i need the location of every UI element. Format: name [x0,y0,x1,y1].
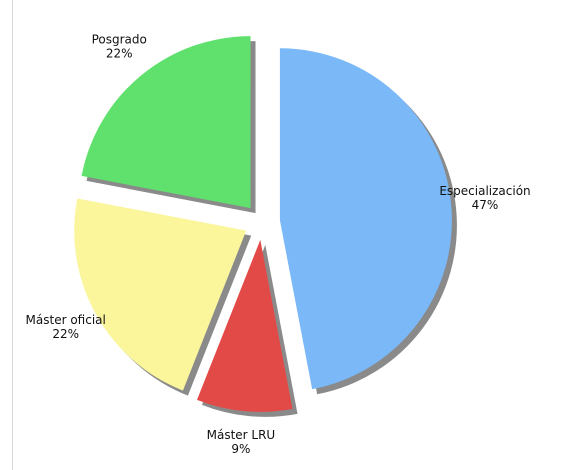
slice-value-label: 22% [106,46,133,60]
slice-value-label: 47% [472,198,499,212]
slice-value-label: 22% [52,327,79,341]
slice-value-label: 9% [231,442,250,456]
slice [81,36,251,209]
slice [279,48,452,390]
slice [196,239,293,412]
slice [74,198,247,391]
slice-label: Especialización [439,184,530,198]
slice-label: Máster LRU [207,428,276,442]
slice-label: Máster oficial [26,313,106,327]
slice-label: Posgrado [92,32,147,46]
